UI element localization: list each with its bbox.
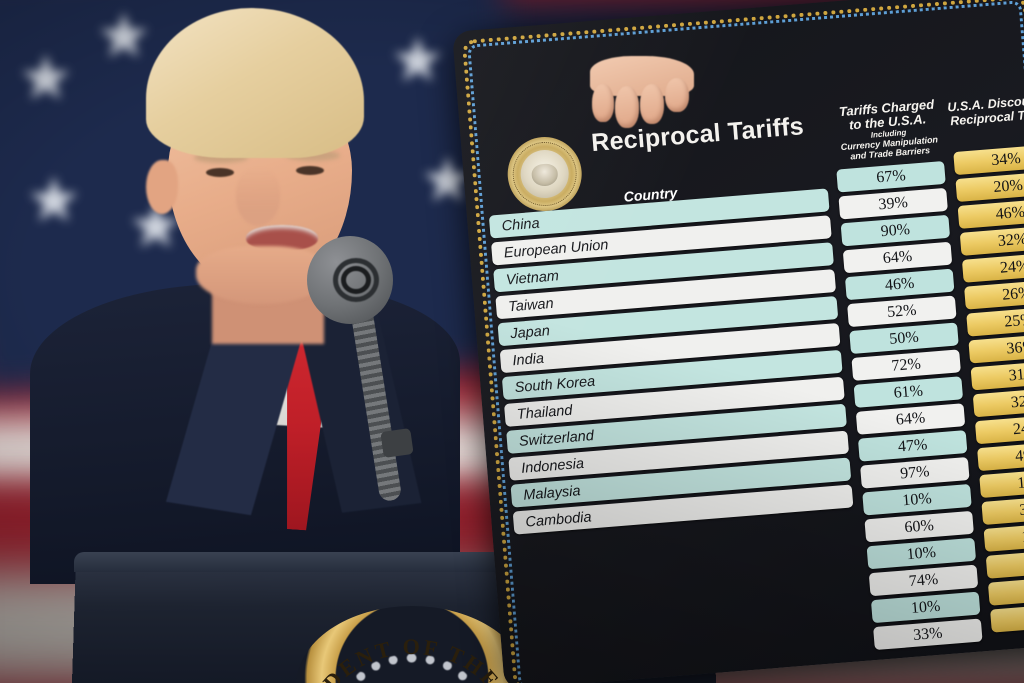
column-header-tariffs-charged: Tariffs Charged to the U.S.A. Including … [827,97,949,164]
tariff-charged-value: 74% [868,564,979,597]
tariff-charged-value: 97% [860,457,970,489]
finger [592,84,614,122]
country-label: South Korea [514,373,596,396]
country-label: Indonesia [520,455,585,477]
microphone-ring [341,266,371,294]
tariff-charged-value: 33% [873,618,983,651]
board-panel: Reciprocal Tariffs Tariffs Charged to th… [452,0,1024,683]
tariff-charged-value: 52% [847,295,957,328]
discounted-tariff-value: 32% [972,386,1024,418]
nose [236,168,280,226]
tariff-charged-value: 64% [855,403,966,435]
discounted-tariff-value: 26% [964,278,1024,310]
discounted-tariff-value: 17% [990,601,1024,633]
microphone-ring [333,258,379,302]
discounted-tariff-value: 31% [970,359,1024,391]
flag-star: ★ [390,30,446,92]
tariff-charged-value: 90% [840,214,951,247]
discounted-tariff-value: 46% [957,197,1024,229]
finger [665,78,689,112]
discounted-tariff-value: 25% [966,305,1024,337]
discounted-tariff-value: 24% [974,412,1024,445]
seal-text-ring [510,139,580,209]
discounted-tariff-value: 49% [977,439,1024,472]
flag-star: ★ [26,170,82,232]
hand-gripping-board [588,56,696,128]
hair [146,8,364,158]
tariff-charged-value: 10% [866,537,977,570]
discounted-tariff-value: 24% [961,251,1024,283]
discounted-tariff-value: 32% [959,224,1024,256]
tariff-charged-value: 46% [844,268,955,301]
flag-star: ★ [96,6,152,68]
tariff-charged-value: 10% [870,591,981,624]
tariff-charged-value: 61% [853,376,964,408]
discounted-tariff-value: 37% [985,547,1024,579]
tariff-charged-value: 47% [857,430,968,462]
flag-star: ★ [18,48,74,110]
discounted-tariff-value: 20% [955,170,1024,203]
country-label: Thailand [516,402,573,423]
country-label: China [501,215,541,235]
finger [615,86,639,128]
country-label: Vietnam [505,267,560,288]
discounted-tariff-value: 36% [968,332,1024,364]
microphone-clamp [380,428,414,458]
eye-left [206,168,234,177]
country-label: Switzerland [518,427,595,450]
country-rows: China European Union Vietnam Taiwan Japan Ind… [488,188,854,538]
ear [146,160,178,214]
tariff-charged-value: 64% [842,241,953,274]
country-label: Malaysia [522,482,582,504]
country-label: Japan [509,322,551,342]
discounted-tariff-value: 30% [981,493,1024,525]
tariff-charged-value: 50% [849,322,959,355]
reciprocal-tariffs-board[interactable]: Reciprocal Tariffs Tariffs Charged to th… [452,0,1024,683]
country-label: Cambodia [524,508,593,531]
discounted-tariff-value: 10% [979,466,1024,499]
country-label: India [511,350,545,369]
tariff-charged-value: 39% [838,187,948,220]
discounted-tariff-value: 10% [987,574,1024,606]
tariff-charged-value: 10% [862,483,972,516]
eye-right [296,166,324,175]
tariff-charged-value: 72% [851,349,961,381]
finger [640,84,664,124]
country-label: Taiwan [507,295,555,315]
discounted-tariff-value: 10% [983,520,1024,552]
chin [196,246,328,304]
country-label: European Union [503,236,610,262]
microphone-windscreen [307,236,393,324]
tariff-charged-value: 60% [864,510,974,543]
